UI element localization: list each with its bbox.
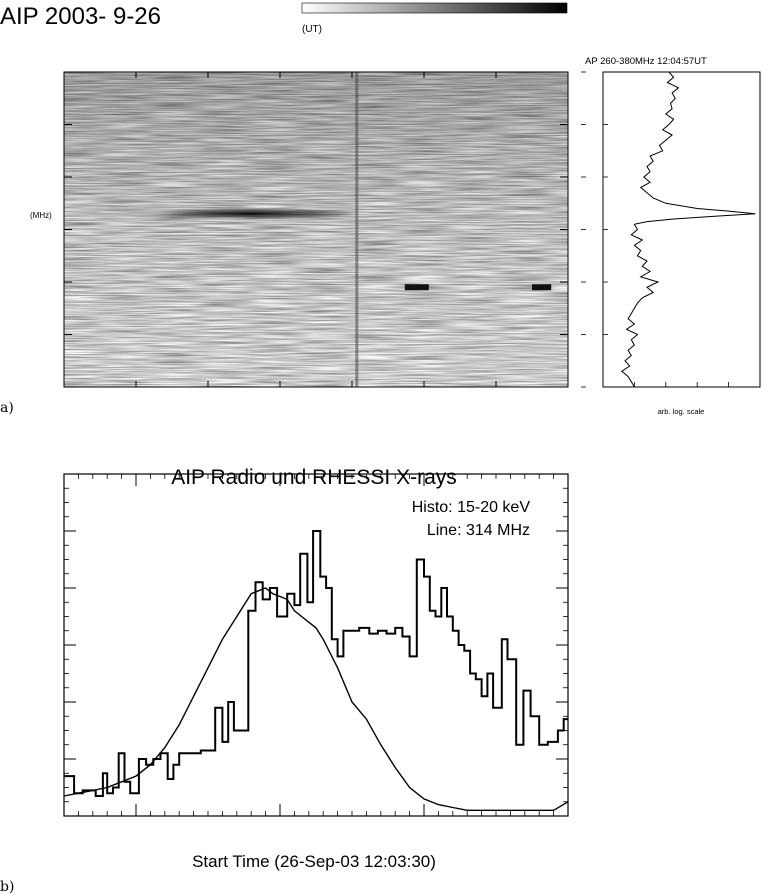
lightcurve-title: AIP Radio und RHESSI X-rays (171, 466, 457, 489)
spectrogram-noise (64, 72, 568, 387)
series-line-histo (64, 530, 568, 797)
lightcurve-xlabel: Start Time (26-Sep-03 12:03:30) (192, 852, 436, 871)
spectrogram-emission-band (136, 207, 364, 220)
colorbar-label: (UT) (302, 24, 322, 35)
annotation-line: Line: 314 MHz (427, 522, 530, 539)
profile-title: AP 260-380MHz 12:04:57UT (585, 56, 707, 67)
spectrogram-vertical-stripe (355, 72, 359, 387)
spectrum-profile-panel: AP 260-380MHz 12:04:57UT arb. log. scale (581, 56, 761, 416)
profile-frame (602, 71, 761, 388)
series-line-314mhz (63, 587, 569, 811)
colorbar (301, 2, 568, 14)
panel-label-b: b) (0, 879, 14, 895)
spectrogram-panel: (MHz) (30, 71, 569, 388)
lightcurve-axes (63, 473, 569, 817)
spectrogram-features (136, 72, 552, 387)
spectrogram-ylabel: (MHz) (30, 211, 52, 220)
spectrogram-short-band (404, 284, 429, 291)
profile-axes (581, 71, 761, 388)
panel-label-a: a) (0, 400, 14, 416)
spectrogram-short-band (532, 284, 552, 291)
profile-xlabel: arb. log. scale (658, 407, 705, 416)
spectrogram-axes (63, 71, 569, 388)
annotation-histo: Histo: 15-20 keV (412, 499, 531, 516)
lightcurve-panel: AIP Radio und RHESSI X-rays Histo: 15-20… (63, 466, 569, 871)
figure-title: AIP 2003- 9-26 (0, 3, 161, 30)
profile-series-line (620, 71, 756, 388)
